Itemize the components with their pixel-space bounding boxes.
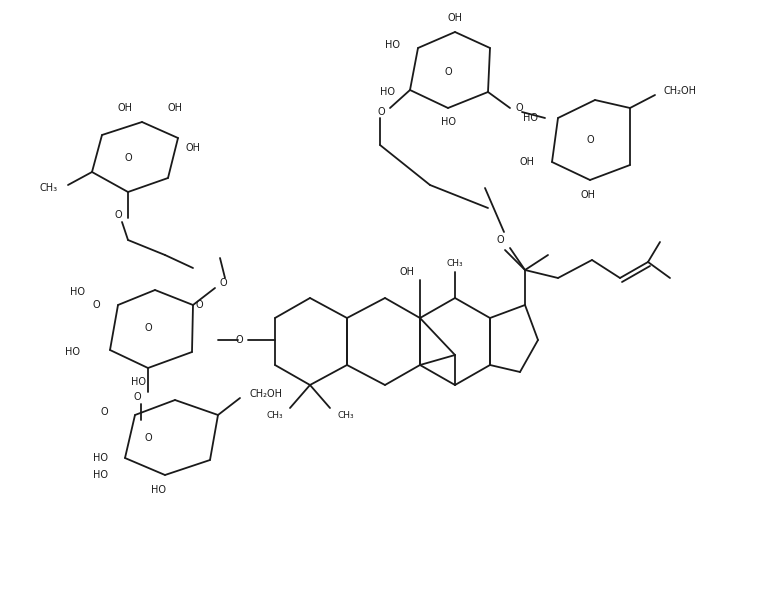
Text: OH: OH: [520, 157, 535, 167]
Text: HO: HO: [131, 377, 146, 387]
Text: O: O: [144, 433, 152, 443]
Text: HO: HO: [523, 113, 538, 123]
Text: HO: HO: [380, 87, 395, 97]
Text: OH: OH: [168, 103, 182, 113]
Text: HO: HO: [65, 347, 80, 357]
Text: OH: OH: [117, 103, 132, 113]
Text: CH₂OH: CH₂OH: [663, 86, 696, 96]
Text: O: O: [586, 135, 594, 145]
Text: O: O: [124, 153, 132, 163]
Text: O: O: [100, 407, 108, 417]
Text: HO: HO: [93, 453, 108, 463]
Text: OH: OH: [400, 267, 415, 277]
Text: CH₃: CH₃: [40, 183, 58, 193]
Text: O: O: [236, 335, 243, 345]
Text: HO: HO: [93, 470, 108, 480]
Text: OH: OH: [185, 143, 200, 153]
Text: O: O: [444, 67, 452, 77]
Text: CH₃: CH₃: [337, 411, 354, 421]
Text: O: O: [92, 300, 100, 310]
Text: HO: HO: [441, 117, 456, 127]
Text: O: O: [516, 103, 524, 113]
Text: OH: OH: [448, 13, 463, 23]
Text: HO: HO: [70, 287, 85, 297]
Text: HO: HO: [150, 485, 165, 495]
Text: O: O: [220, 278, 228, 288]
Text: HO: HO: [385, 40, 400, 50]
Text: O: O: [496, 235, 504, 245]
Text: O: O: [377, 107, 385, 117]
Text: O: O: [133, 392, 141, 402]
Text: O: O: [195, 300, 203, 310]
Text: CH₃: CH₃: [446, 258, 464, 267]
Text: OH: OH: [580, 190, 596, 200]
Text: O: O: [144, 323, 152, 333]
Text: CH₂OH: CH₂OH: [250, 389, 283, 399]
Text: CH₃: CH₃: [266, 411, 283, 421]
Text: O: O: [114, 210, 122, 220]
